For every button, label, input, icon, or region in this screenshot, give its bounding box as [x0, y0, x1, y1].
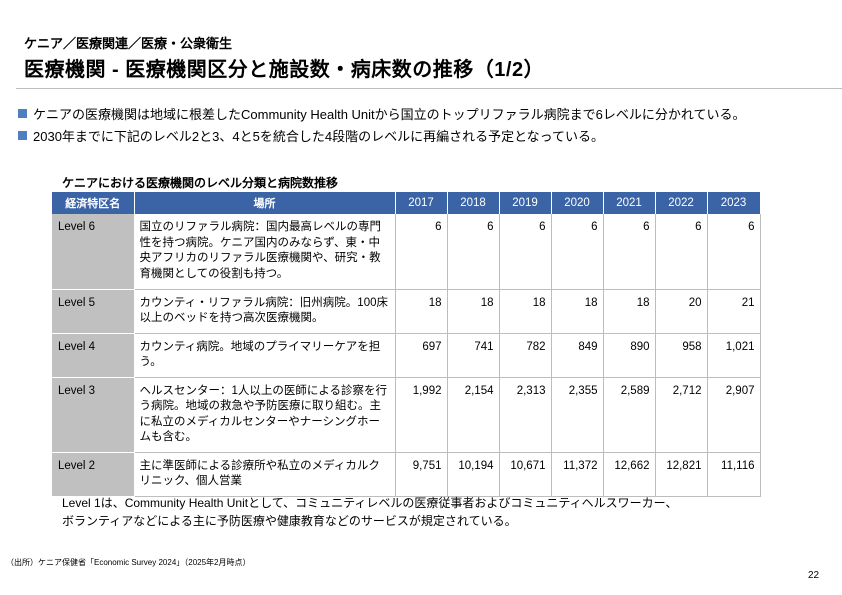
table-row: Level 5 カウンティ・リファラル病院：旧州病院。100床以上のベッドを持つ高…	[52, 289, 761, 334]
bullet-item: ケニアの医療機関は地域に根差したCommunity Health Unitから国…	[18, 104, 746, 123]
count-cell: 10,194	[447, 452, 500, 497]
count-cell: 12,662	[603, 452, 656, 497]
count-cell: 697	[395, 333, 448, 378]
description-cell: 主に準医師による診療所や私立のメディカルクリニック、個人営業	[134, 452, 396, 497]
count-cell: 12,821	[655, 452, 708, 497]
count-cell: 849	[551, 333, 604, 378]
column-header: 2017	[395, 192, 448, 214]
divider	[16, 88, 842, 89]
page-number: 22	[808, 570, 820, 581]
count-cell: 18	[447, 289, 500, 334]
page-title: 医療機関 - 医療機関区分と施設数・病床数の推移（1/2）	[24, 59, 545, 81]
column-header: 2022	[655, 192, 708, 214]
count-cell: 6	[551, 214, 604, 290]
square-bullet-icon	[18, 109, 27, 118]
count-cell: 2,907	[707, 377, 761, 453]
footnote-line: ボランティアなどによる主に予防医療や健康教育などのサービスが規定されている。	[62, 514, 517, 528]
column-header: 2020	[551, 192, 604, 214]
level-cell: Level 2	[52, 452, 135, 497]
bullet-text: ケニアの医療機関は地域に根差したCommunity Health Unitから国…	[33, 107, 746, 122]
hospital-level-table: 経済特区名 場所 2017 2018 2019 2020 2021 2022 2023 Leve…	[52, 192, 761, 497]
column-header: 2021	[603, 192, 656, 214]
breadcrumb: ケニア／医療関連／医療・公衆衛生	[24, 36, 233, 51]
count-cell: 2,313	[499, 377, 552, 453]
count-cell: 6	[655, 214, 708, 290]
table-row: Level 3 ヘルスセンター：1人以上の医師による診察を行う病院。地域の救急や予…	[52, 377, 761, 453]
table-caption: ケニアにおける医療機関のレベル分類と病院数推移	[62, 176, 339, 190]
count-cell: 741	[447, 333, 500, 378]
bullet-text: 2030年までに下記のレベル2と3、4と5を統合した4段階のレベルに再編される予…	[33, 129, 605, 144]
count-cell: 6	[603, 214, 656, 290]
count-cell: 6	[499, 214, 552, 290]
count-cell: 18	[603, 289, 656, 334]
description-cell: ヘルスセンター：1人以上の医師による診察を行う病院。地域の救急や予防医療に取り組…	[134, 377, 396, 453]
count-cell: 890	[603, 333, 656, 378]
square-bullet-icon	[18, 131, 27, 140]
level-cell: Level 5	[52, 289, 135, 334]
count-cell: 11,116	[707, 452, 761, 497]
description-cell: 国立のリファラル病院：国内最高レベルの専門性を持つ病院。ケニア国内のみならず、東…	[134, 214, 396, 290]
count-cell: 21	[707, 289, 761, 334]
table-row: Level 6 国立のリファラル病院：国内最高レベルの専門性を持つ病院。ケニア国内…	[52, 214, 761, 290]
level-cell: Level 3	[52, 377, 135, 453]
description-cell: カウンティ・リファラル病院：旧州病院。100床以上のベッドを持つ高次医療機関。	[134, 289, 396, 334]
bullet-item: 2030年までに下記のレベル2と3、4と5を統合した4段階のレベルに再編される予…	[18, 126, 604, 145]
count-cell: 1,021	[707, 333, 761, 378]
footnote: Level 1は、Community Health Unitとして、コミュニティ…	[62, 494, 678, 530]
column-header: 場所	[134, 192, 396, 214]
table-row: Level 4 カウンティ病院。地域のプライマリーケアを担う。 697 741 782 8…	[52, 333, 761, 378]
count-cell: 2,154	[447, 377, 500, 453]
count-cell: 10,671	[499, 452, 552, 497]
count-cell: 2,712	[655, 377, 708, 453]
count-cell: 2,355	[551, 377, 604, 453]
count-cell: 6	[395, 214, 448, 290]
level-cell: Level 4	[52, 333, 135, 378]
level-cell: Level 6	[52, 214, 135, 290]
count-cell: 6	[707, 214, 761, 290]
column-header: 2019	[499, 192, 552, 214]
count-cell: 18	[499, 289, 552, 334]
count-cell: 11,372	[551, 452, 604, 497]
count-cell: 9,751	[395, 452, 448, 497]
count-cell: 1,992	[395, 377, 448, 453]
count-cell: 2,589	[603, 377, 656, 453]
table-row: Level 2 主に準医師による診療所や私立のメディカルクリニック、個人営業 9,7…	[52, 452, 761, 497]
count-cell: 6	[447, 214, 500, 290]
column-header: 2023	[707, 192, 761, 214]
footnote-line: Level 1は、Community Health Unitとして、コミュニティ…	[62, 496, 678, 510]
column-header: 2018	[447, 192, 500, 214]
count-cell: 18	[551, 289, 604, 334]
source-note: （出所）ケニア保健省「Economic Survey 2024」（2025年2月…	[6, 558, 251, 567]
column-header: 経済特区名	[52, 192, 135, 214]
description-cell: カウンティ病院。地域のプライマリーケアを担う。	[134, 333, 396, 378]
count-cell: 20	[655, 289, 708, 334]
count-cell: 18	[395, 289, 448, 334]
count-cell: 782	[499, 333, 552, 378]
count-cell: 958	[655, 333, 708, 378]
